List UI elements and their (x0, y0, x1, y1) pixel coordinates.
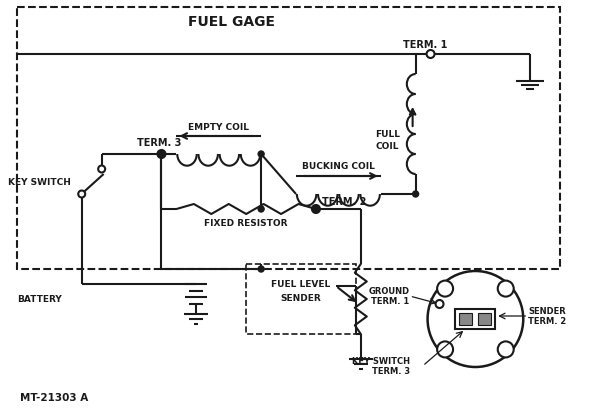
Text: SENDER: SENDER (281, 294, 322, 303)
Text: TERM. 2: TERM. 2 (528, 317, 566, 326)
Circle shape (498, 342, 514, 357)
Circle shape (427, 51, 434, 59)
Text: BUCKING COIL: BUCKING COIL (302, 162, 375, 171)
Circle shape (258, 207, 264, 213)
Circle shape (498, 281, 514, 297)
Bar (478, 313, 491, 325)
Circle shape (158, 152, 164, 157)
Circle shape (258, 152, 264, 157)
Bar (460, 313, 472, 325)
Text: KEY SWITCH: KEY SWITCH (8, 178, 71, 187)
Circle shape (312, 205, 320, 213)
Circle shape (78, 191, 85, 198)
Text: TERM. 3: TERM. 3 (371, 366, 410, 375)
Text: MT-21303 A: MT-21303 A (20, 392, 88, 402)
Bar (455, 309, 496, 329)
Text: BATTERY: BATTERY (17, 295, 62, 304)
Circle shape (437, 342, 453, 357)
Text: TERM. 2: TERM. 2 (322, 196, 366, 207)
Circle shape (436, 300, 443, 308)
Circle shape (98, 166, 105, 173)
Circle shape (258, 266, 264, 272)
Text: SENDER: SENDER (528, 307, 566, 316)
Bar (17, 8, 560, 270)
Bar (246, 264, 356, 334)
Text: GROUND: GROUND (368, 287, 410, 296)
Circle shape (313, 207, 319, 213)
Text: TERM. 3: TERM. 3 (137, 138, 182, 148)
Text: FUEL GAGE: FUEL GAGE (188, 15, 275, 29)
Circle shape (157, 151, 166, 159)
Text: TERM. 1: TERM. 1 (403, 40, 448, 50)
Circle shape (437, 281, 453, 297)
Circle shape (413, 191, 419, 198)
Text: FUEL LEVEL: FUEL LEVEL (271, 280, 331, 289)
Text: KEY SWITCH: KEY SWITCH (352, 357, 410, 366)
Text: FULL: FULL (375, 130, 400, 139)
Text: EMPTY COIL: EMPTY COIL (188, 122, 249, 131)
Text: FIXED RESISTOR: FIXED RESISTOR (205, 219, 288, 228)
Text: TERM. 1: TERM. 1 (371, 297, 410, 306)
Text: COIL: COIL (376, 142, 400, 151)
